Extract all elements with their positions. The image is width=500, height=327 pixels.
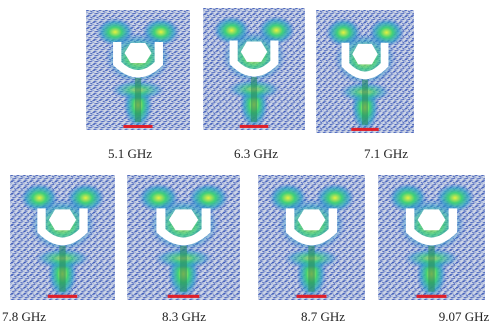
panel-label: 8.3 GHz bbox=[162, 309, 206, 324]
panel-label: 6.3 GHz bbox=[234, 146, 278, 161]
panel-label: 5.1 GHz bbox=[108, 146, 152, 161]
current-distribution-image bbox=[378, 175, 485, 300]
panel-label: 7.8 GHz bbox=[2, 309, 46, 324]
current-distribution-image bbox=[258, 175, 365, 300]
panel-label: 9.07 GHz bbox=[439, 309, 490, 324]
current-distribution-image bbox=[316, 10, 414, 133]
current-distribution-image bbox=[10, 175, 115, 300]
current-distribution-image bbox=[86, 10, 190, 130]
current-distribution-image bbox=[203, 8, 305, 130]
panel-label: 7.1 GHz bbox=[364, 146, 408, 161]
current-distribution-image bbox=[127, 175, 240, 300]
panel-label: 8.7 GHz bbox=[301, 309, 345, 324]
figure: 5.1 GHz 6.3 GHz 7.1 GHz 7.8 GHz 8.3 GHz 8.7 G… bbox=[0, 0, 500, 327]
